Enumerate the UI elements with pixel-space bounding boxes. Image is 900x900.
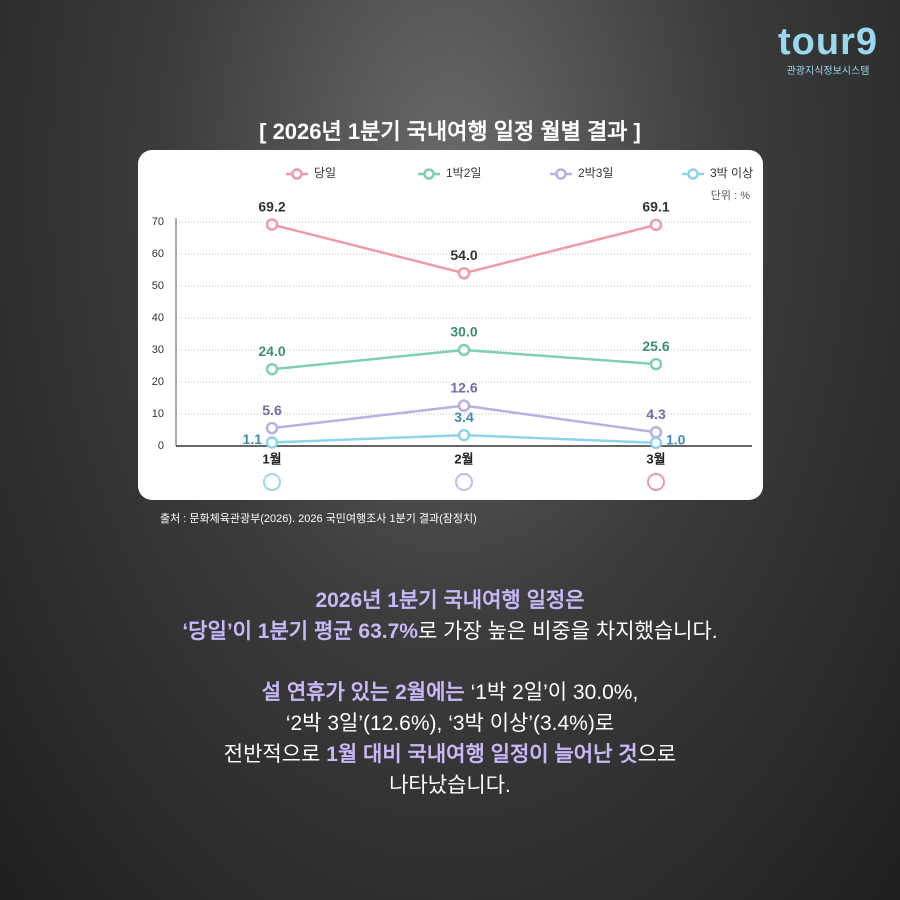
- data-point: [265, 362, 279, 376]
- logo-subtitle: 관광지식정보시스템: [786, 66, 870, 77]
- data-label: 12.6: [450, 379, 477, 395]
- data-point: [457, 399, 471, 412]
- highlight: 1월 대비 국내여행 일정이 늘어난 것: [326, 743, 638, 766]
- text-line: 2026년 1분기 국내여행 일정은: [0, 585, 900, 616]
- text: 나타났습니다.: [389, 774, 511, 797]
- data-label: 4.3: [646, 406, 666, 422]
- y-tick-label: 0: [158, 440, 164, 452]
- highlight: ‘당일’이 1분기 평균 63.7%: [182, 620, 418, 643]
- data-label: 69.1: [642, 199, 669, 215]
- data-point: [649, 436, 663, 450]
- data-point: [457, 266, 471, 280]
- logo-name: tour9: [778, 21, 878, 63]
- data-point: [265, 218, 279, 231]
- highlight: 설 연휴가 있는 2월에는: [261, 681, 465, 704]
- data-point: [649, 357, 663, 371]
- legend-label: 3박 이상: [710, 166, 753, 180]
- text: 으로: [637, 743, 677, 766]
- x-tick-label: 1월: [262, 451, 281, 466]
- legend-label: 당일: [314, 166, 336, 180]
- data-point: [649, 218, 663, 232]
- y-tick-label: 20: [152, 376, 164, 388]
- text-line: 나타났습니다.: [0, 770, 900, 801]
- data-label: 24.0: [258, 343, 285, 359]
- text: 로 가장 높은 비중을 차지했습니다.: [417, 620, 718, 643]
- highlight: 2026년 1분기 국내여행 일정은: [315, 589, 585, 612]
- data-label: 3.4: [454, 409, 474, 425]
- text-line: ‘2박 3일’(12.6%), ‘3박 이상’(3.4%)로: [0, 708, 900, 739]
- text-line: ‘당일’이 1분기 평균 63.7%로 가장 높은 비중을 차지했습니다.: [0, 616, 900, 647]
- category-icon: [647, 473, 665, 491]
- y-tick-label: 70: [152, 216, 164, 228]
- chart: 단위 : % 0 10 20 30 40 50 60 70 1월 2월 3월 당일 1박2일 2박3일 3박…: [152, 166, 753, 491]
- legend-marker: [423, 168, 435, 180]
- data-label: 1.1: [243, 431, 263, 447]
- chart-title: [ 2026년 1분기 국내여행 일정 월별 결과 ]: [259, 119, 641, 144]
- data-point: [649, 425, 663, 439]
- data-label: 30.0: [450, 324, 477, 340]
- data-label: 5.6: [262, 402, 282, 418]
- data-label: 1.0: [666, 432, 686, 448]
- y-tick-label: 40: [152, 312, 164, 324]
- logo: tour9 관광지식정보시스템: [778, 22, 878, 77]
- y-tick-label: 10: [152, 408, 164, 420]
- category-icon: [455, 473, 473, 491]
- text-line: 전반적으로 1월 대비 국내여행 일정이 늘어난 것으로: [0, 739, 900, 770]
- data-label: 69.2: [258, 198, 285, 214]
- y-tick-label: 30: [152, 344, 164, 356]
- legend-marker: [687, 168, 699, 180]
- data-label: 54.0: [450, 247, 477, 263]
- y-tick-label: 50: [152, 280, 164, 292]
- source: 출처 : 문화체육관광부(2026). 2026 국민여행조사 1분기 결과(잠…: [160, 513, 477, 525]
- text: ‘1박 2일’이 30.0%,: [464, 681, 639, 704]
- data-point: [457, 428, 471, 442]
- x-tick-label: 3월: [646, 451, 665, 466]
- x-tick-label: 2월: [454, 451, 473, 466]
- description: 2026년 1분기 국내여행 일정은 ‘당일’이 1분기 평균 63.7%로 가…: [0, 585, 900, 801]
- data-point: [457, 343, 471, 357]
- unit-label: 단위 : %: [711, 189, 750, 202]
- data-label: 25.6: [642, 338, 669, 354]
- legend-marker: [555, 168, 567, 180]
- category-icon: [263, 473, 281, 491]
- legend-label: 2박3일: [578, 166, 613, 180]
- legend-label: 1박2일: [446, 166, 481, 180]
- text-line: 설 연휴가 있는 2월에는 ‘1박 2일’이 30.0%,: [0, 677, 900, 708]
- data-point: [265, 421, 279, 435]
- text: ‘2박 3일’(12.6%), ‘3박 이상’(3.4%)로: [285, 712, 615, 735]
- y-tick-label: 60: [152, 248, 164, 260]
- text: 전반적으로: [223, 743, 327, 766]
- data-point: [265, 436, 279, 449]
- legend-marker: [291, 168, 303, 180]
